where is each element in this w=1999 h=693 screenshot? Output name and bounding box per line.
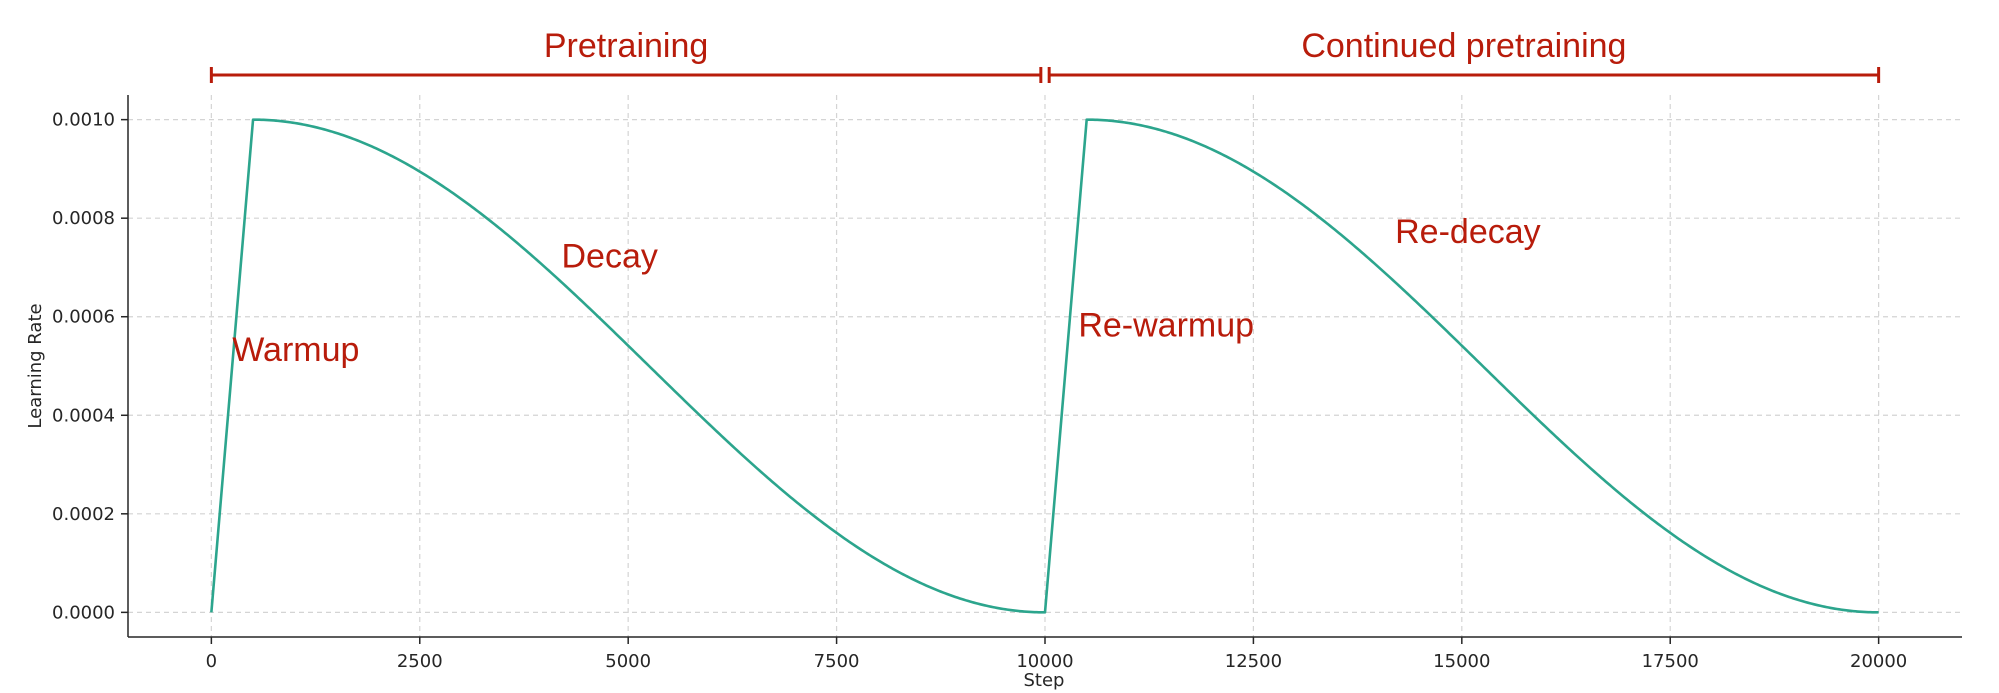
x-tick-label: 17500 <box>1642 651 1699 672</box>
annotation-label: Warmup <box>232 331 359 369</box>
y-tick-label: 0.0002 <box>52 504 115 525</box>
y-tick-label: 0.0010 <box>52 110 115 131</box>
x-tick-label: 7500 <box>814 651 860 672</box>
y-tick-label: 0.0004 <box>52 405 115 426</box>
x-tick-label: 5000 <box>605 651 651 672</box>
plot-area <box>210 118 1879 614</box>
y-tick-label: 0.0006 <box>52 307 115 328</box>
x-axis-title: Step <box>1024 670 1065 691</box>
annotation-label: Re-decay <box>1395 213 1541 251</box>
x-tick-label: 10000 <box>1016 651 1073 672</box>
y-tick-label: 0.0000 <box>52 602 115 623</box>
x-tick-label: 2500 <box>397 651 443 672</box>
x-tick-label: 12500 <box>1225 651 1282 672</box>
phase-brackets: Pretraining Continued pretraining <box>209 27 1881 83</box>
x-tick-label: 0 <box>206 651 217 672</box>
annotation-label: Re-warmup <box>1078 306 1254 344</box>
ticks: 0 2500 5000 7500 10000 12500 15000 17500 20000 0.… <box>52 110 1907 672</box>
annotation-label: Decay <box>561 237 657 275</box>
phase-label: Continued pretraining <box>1301 27 1626 65</box>
x-tick-label: 15000 <box>1433 651 1490 672</box>
phase-label: Pretraining <box>544 27 708 65</box>
annotations: Warmup Decay Re-warmup Re-decay <box>232 213 1540 369</box>
y-axis-title: Learning Rate <box>25 303 46 428</box>
grid <box>128 95 1962 637</box>
x-tick-label: 20000 <box>1850 651 1907 672</box>
y-tick-label: 0.0008 <box>52 208 115 229</box>
learning-rate-line <box>210 118 1879 614</box>
